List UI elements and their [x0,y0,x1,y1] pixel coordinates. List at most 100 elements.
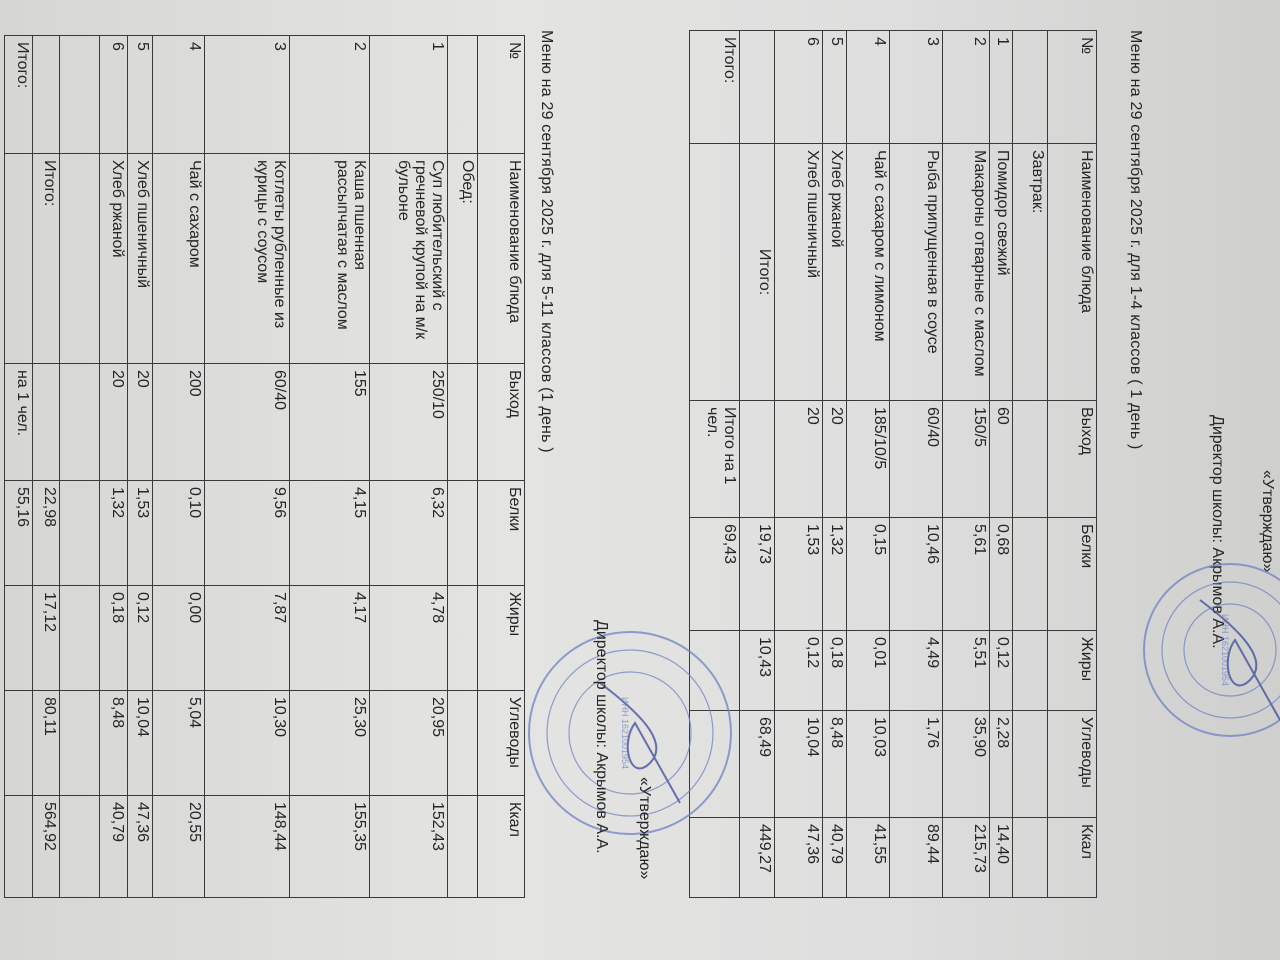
column-header: Углеводы [477,690,525,796]
dish-number: 5 [127,35,153,154]
kcal-value: 89,44 [889,817,943,898]
dish-name: Хлеб пшеничный [774,143,823,401]
dish-name: Суп любительский с гречневой крупой на м… [369,153,448,364]
fat-value: 0,18 [822,630,847,711]
cell-empty [739,400,775,518]
menu-1-4-table: № Наименование блюда Выход Белки Жиры Углевод… [689,30,1097,898]
section-label: Обед: [447,153,478,364]
dish-number: 4 [846,30,890,144]
subtotal-row: Итого: 22,98 17,12 80,11 564,92 [32,35,60,898]
signature-mark [599,682,681,804]
cell-empty [739,30,775,144]
table-header-row: № Наименование блюда Выход Белки Жиры Углевод… [1047,30,1097,898]
cell-empty [32,363,60,481]
fat-value: 0,01 [846,630,890,711]
portion-yield: 20 [774,400,823,518]
carbs-value: 1,76 [889,710,943,818]
dish-name: Хлеб ржаной [822,143,847,401]
fat-value: 4,49 [889,630,943,711]
carbs-value: 10,04 [127,690,153,796]
kcal-value: 152,43 [369,795,448,898]
protein-value: 0,10 [152,480,205,586]
portion-yield: 185/10/5 [846,400,890,518]
approval-label-top: «Утверждаю» [1259,470,1276,573]
dish-name: Хлеб пшеничный [127,153,153,364]
portion-yield: 155 [289,363,370,481]
cell-empty [447,35,478,154]
protein-value: 1,53 [127,480,153,586]
column-header: № [1047,30,1097,144]
menu-1-4-title: Меню на 29 сентября 2025 г. для 1-4 клас… [1127,30,1144,450]
stamp-ring [1183,603,1277,697]
cell-empty [1012,400,1048,518]
cell-empty [447,690,478,796]
dish-name: Чай с сахаром [152,153,205,364]
cell-empty [4,795,33,898]
stamp-ring [1143,563,1280,737]
cell-empty [1012,630,1048,711]
kcal-value: 14,40 [989,817,1013,898]
cell-empty [1012,30,1048,144]
fat-value: 0,12 [989,630,1013,711]
protein-value: 9,56 [204,480,290,586]
director-signature-line-bottom: Директор школы: Акрымов А.А. [593,620,610,854]
carbs-value: 8,48 [99,690,128,796]
dish-name: Помидор свежий [989,143,1013,401]
column-header: Белки [477,480,525,586]
fat-value: 4,78 [369,585,448,691]
kcal-value: 47,36 [127,795,153,898]
dish-name: Макароны отварные с маслом [942,143,990,401]
cell-empty [447,363,478,481]
fat-value: 0,12 [774,630,823,711]
stamp-inn-text: ИНН 1621001954 [620,697,630,769]
school-stamp-bottom: ИНН 1621001954 [528,631,732,835]
stamp-ring [1161,581,1280,719]
dish-number: 3 [889,30,943,144]
fat-value: 0,18 [99,585,128,691]
cell-empty [447,795,478,898]
total-label: Итого: [689,30,740,144]
cell-empty [4,585,33,691]
cell-empty [59,153,100,364]
kcal-value: 40,79 [822,817,847,898]
subtotal-value: 22,98 [32,480,60,586]
table-header-row: № Наименование блюда Выход Белки Жиры Углевод… [477,35,525,898]
portion-yield: 60/40 [889,400,943,518]
cell-empty [1012,710,1048,818]
cell-empty [59,690,100,796]
table-row: 4 Чай с сахаром 200 0,10 0,00 5,04 20,55 [152,35,205,898]
column-header: № [477,35,525,154]
fat-value: 0,00 [152,585,205,691]
protein-value: 1,32 [99,480,128,586]
protein-value: 5,61 [942,517,990,631]
fat-value: 0,12 [127,585,153,691]
total-protein-value: 55,16 [4,480,33,586]
table-row: 3 Котлеты рубленные из курицы с соусом 60/… [204,35,290,898]
portion-yield: 200 [152,363,205,481]
table-row: 1 Помидор свежий 60 0,68 0,12 2,28 14,40 [989,30,1013,898]
cell-empty [59,35,100,154]
kcal-value: 155,35 [289,795,370,898]
protein-value: 6,32 [369,480,448,586]
subtotal-value: 68,49 [739,710,775,818]
portion-yield: 60/40 [204,363,290,481]
kcal-value: 40,79 [99,795,128,898]
subtotal-label: Итого: [739,143,775,401]
dish-name: Рыба припущенная в соусе [889,143,943,401]
fat-value: 5,51 [942,630,990,711]
protein-value: 4,15 [289,480,370,586]
blank-row [59,35,100,898]
dish-number: 2 [289,35,370,154]
dish-number: 5 [822,30,847,144]
dish-number: 1 [989,30,1013,144]
cell-empty [447,480,478,586]
cell-empty [59,795,100,898]
column-header: Наименование блюда [477,153,525,364]
column-header: Белки [1047,517,1097,631]
table-row: 3 Рыба припущенная в соусе 60/40 10,46 4,49 1… [889,30,943,898]
carbs-value: 25,30 [289,690,370,796]
portion-yield: 250/10 [369,363,448,481]
dish-number: 6 [774,30,823,144]
column-header: Углеводы [1047,710,1097,818]
